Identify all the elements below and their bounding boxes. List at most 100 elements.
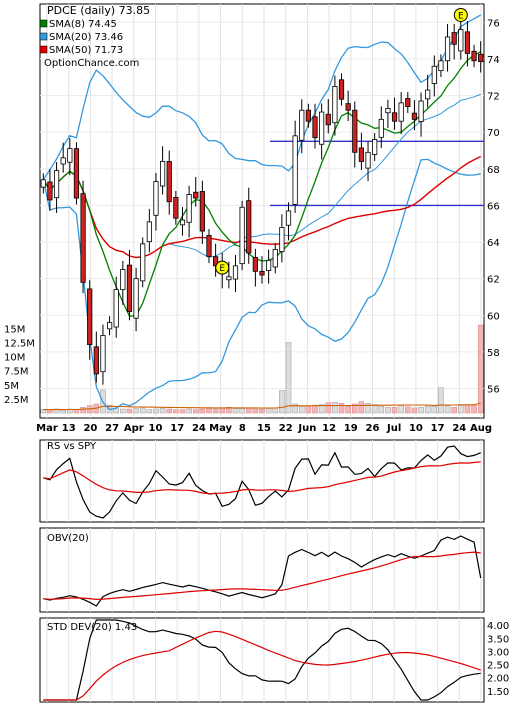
volume-bar xyxy=(411,407,418,414)
earnings-marker xyxy=(453,7,468,22)
candle-body xyxy=(259,270,265,276)
candle-body xyxy=(385,107,391,114)
candle-body xyxy=(206,235,212,258)
x-tick-label: 24 xyxy=(192,423,206,434)
panel-frame xyxy=(39,617,485,703)
volume-bar xyxy=(464,404,471,414)
volume-bar xyxy=(179,409,186,414)
volume-bar xyxy=(259,408,265,414)
volume-bar xyxy=(173,409,179,414)
legend-sma50: SMA(50) 71.73 xyxy=(49,45,123,56)
volume-bar xyxy=(371,404,378,414)
chart-title: PDCE (daily) 73.85 xyxy=(47,4,150,17)
candle-body xyxy=(47,181,53,201)
volume-bar xyxy=(133,408,139,414)
panel-frame xyxy=(39,439,485,523)
volume-bar xyxy=(378,405,385,414)
price-tick-label: 72 xyxy=(487,92,500,103)
price-tick-label: 60 xyxy=(487,311,500,322)
candle-body xyxy=(332,86,338,124)
volume-bar xyxy=(245,407,252,414)
candle-body xyxy=(173,196,179,219)
candle-body xyxy=(451,32,457,45)
candle-body xyxy=(272,248,278,268)
volume-bar xyxy=(312,404,318,414)
x-tick-label: 13 xyxy=(62,423,76,434)
candle-body xyxy=(444,36,451,62)
rs-vs-spy-panel xyxy=(39,439,485,523)
candle-body xyxy=(232,265,239,280)
candle-body xyxy=(146,221,152,243)
price-tick-label: 68 xyxy=(487,165,500,176)
volume-bar xyxy=(153,408,159,414)
candle-body xyxy=(113,289,119,328)
price-tick-label: 74 xyxy=(487,55,500,66)
std-tick-label: 4.00 xyxy=(487,621,509,632)
x-tick-label: 27 xyxy=(105,423,119,434)
volume-bar xyxy=(219,407,226,414)
candle-body xyxy=(140,243,146,282)
volume-bar xyxy=(166,408,172,414)
candle-body xyxy=(405,98,411,107)
candle-body xyxy=(126,264,133,313)
x-tick-label: Jul xyxy=(386,423,401,434)
volume-bar xyxy=(418,407,424,414)
candle-body xyxy=(358,147,365,162)
candle-body xyxy=(179,219,186,226)
volume-tick-label: 7.5M xyxy=(4,367,29,378)
volume-bar xyxy=(73,409,80,414)
std-tick-label: 1.50 xyxy=(487,687,509,698)
rs-average-line xyxy=(43,461,481,495)
std-dev-line xyxy=(43,619,481,701)
x-tick-label: Apr xyxy=(124,423,144,434)
bollinger-upper-band xyxy=(42,14,482,181)
x-tick-label: 17 xyxy=(170,423,184,434)
candle-body xyxy=(73,148,80,199)
volume-bar xyxy=(206,408,212,414)
candle-body xyxy=(325,113,331,126)
candle-body xyxy=(431,65,437,84)
x-tick-label: 10 xyxy=(149,423,163,434)
candle-body xyxy=(471,50,477,62)
std-dev-panel: 4.00 3.50 3.00 2.50 2.00 1.50 xyxy=(39,617,509,703)
volume-bar xyxy=(159,408,166,414)
candle-body xyxy=(193,191,199,199)
volume-bar xyxy=(252,408,259,414)
candle-body xyxy=(239,206,245,265)
volume-bar xyxy=(424,405,431,414)
candle-body xyxy=(80,193,86,283)
volume-bar xyxy=(325,402,332,414)
x-tick-label: 10 xyxy=(409,423,423,434)
std-dev-average-line xyxy=(43,630,481,701)
volume-average-line xyxy=(43,402,481,411)
candle-body xyxy=(87,288,93,345)
volume-bar xyxy=(444,405,451,414)
volume-bar xyxy=(332,402,338,414)
candle-body xyxy=(186,194,192,223)
volume-bar xyxy=(120,408,126,414)
candle-body xyxy=(106,322,113,330)
price-tick-label: 64 xyxy=(487,238,500,249)
volume-tick-label: 2.5M xyxy=(4,395,29,406)
volume-bar xyxy=(192,409,199,414)
volume-bar xyxy=(60,409,66,414)
candle-body xyxy=(398,102,404,122)
x-axis-labels: Mar 13 20 27 Apr 10 17 24 May 8 15 22 Jun 12 19 26 Jul 10… xyxy=(36,423,492,434)
price-tick-label: 70 xyxy=(487,128,500,139)
candle-body xyxy=(438,60,444,72)
rs-line xyxy=(43,445,481,519)
volume-bar xyxy=(239,408,245,414)
volume-bar xyxy=(272,407,279,414)
candle-body xyxy=(67,148,73,163)
volume-bar xyxy=(477,324,484,414)
volume-bar xyxy=(471,405,477,414)
candle-body xyxy=(292,135,298,205)
legend-swatch-sma50 xyxy=(39,45,48,54)
earnings-marker xyxy=(215,260,230,275)
candle-body xyxy=(252,257,258,272)
candle-body xyxy=(378,118,384,138)
candle-body xyxy=(418,100,424,122)
price-tick-label: 56 xyxy=(487,385,500,396)
candle-body xyxy=(425,89,431,100)
x-tick-label: 8 xyxy=(239,423,246,434)
